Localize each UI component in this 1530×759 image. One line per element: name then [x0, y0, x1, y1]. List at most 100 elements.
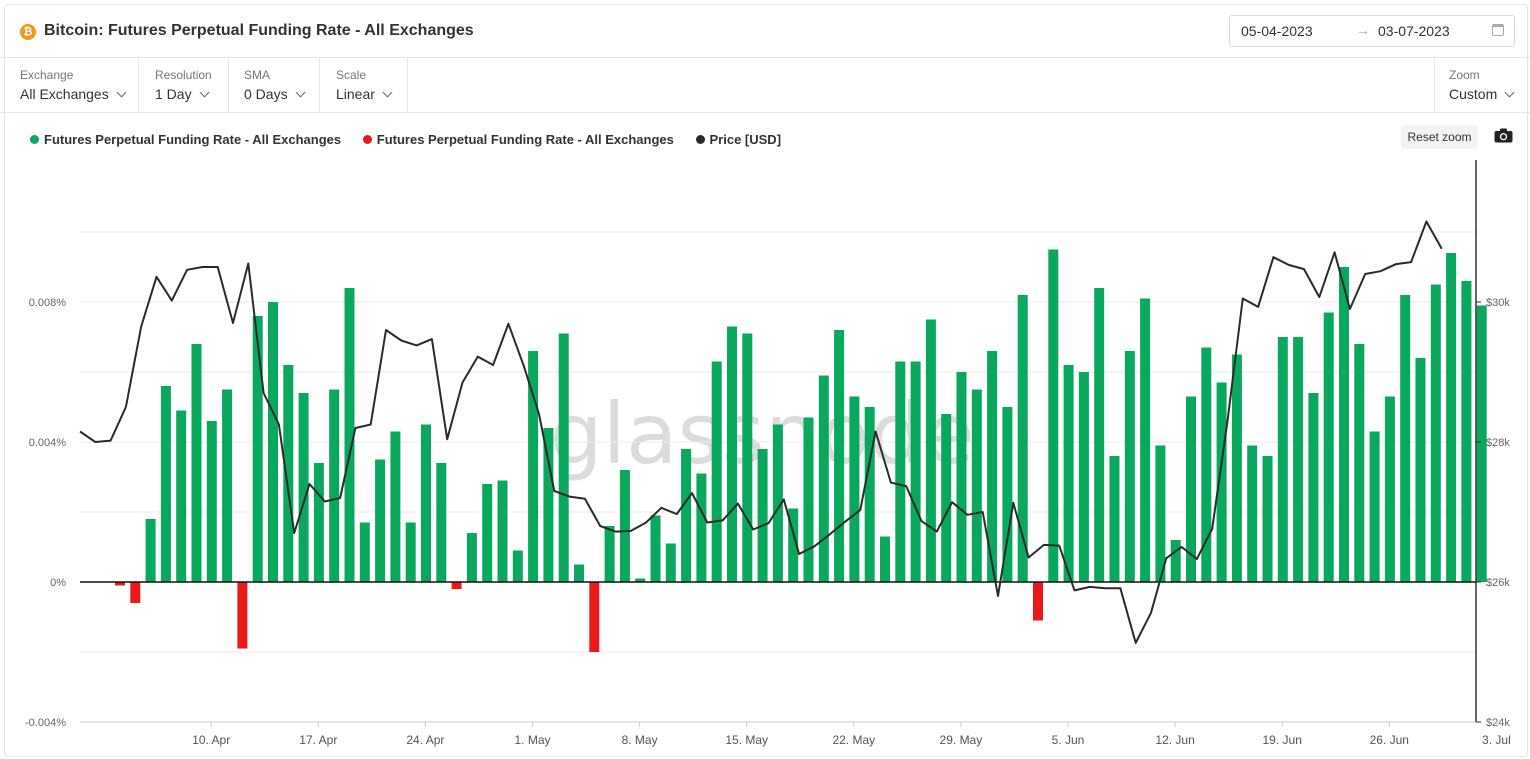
zoom-label: Zoom	[1449, 68, 1480, 82]
chevron-down-icon	[1504, 87, 1515, 98]
funding-rate-bar	[665, 543, 676, 582]
funding-rate-bar	[818, 375, 829, 582]
funding-rate-bar	[834, 330, 845, 582]
y-left-tick-label: -0.004%	[25, 717, 66, 729]
funding-rate-bar	[222, 389, 233, 582]
chevron-down-icon	[199, 87, 210, 98]
funding-rate-bar	[344, 288, 355, 582]
chart-frame	[4, 4, 1528, 757]
funding-rate-bar	[742, 333, 753, 582]
funding-rate-bar	[237, 582, 248, 649]
funding-rate-bar	[803, 417, 814, 582]
arrow-right-icon: →	[1356, 22, 1370, 38]
funding-rate-bar	[1186, 396, 1196, 582]
funding-rate-bar	[329, 389, 340, 582]
funding-rate-bar	[115, 582, 125, 586]
funding-rate-bar	[727, 326, 737, 582]
sma-select[interactable]: SMA 0 Days	[230, 58, 320, 112]
funding-rate-bar	[1017, 295, 1028, 582]
funding-rate-bar	[1109, 456, 1120, 582]
y-right-tick-label: $28k	[1486, 437, 1510, 449]
chart-legend: Futures Perpetual Funding Rate - All Exc…	[30, 132, 799, 147]
title-bar: ₿ Bitcoin: Futures Perpetual Funding Rat…	[0, 0, 1530, 58]
funding-rate-bar	[390, 431, 401, 582]
funding-rate-bar	[1140, 298, 1151, 582]
funding-rate-bar	[375, 459, 386, 582]
funding-rate-bar	[910, 361, 921, 582]
funding-rate-bar	[145, 519, 156, 582]
chevron-down-icon	[382, 87, 393, 98]
funding-rate-bar	[1354, 344, 1365, 582]
chevron-down-icon	[116, 87, 127, 98]
funding-rate-bar	[1400, 295, 1411, 582]
resolution-label: Resolution	[155, 68, 212, 82]
funding-rate-bar	[1461, 281, 1472, 582]
funding-rate-bar	[1415, 358, 1426, 582]
legend-dot-icon	[362, 135, 372, 144]
funding-rate-bar	[405, 522, 416, 582]
sma-value[interactable]: 0 Days	[244, 86, 306, 102]
funding-rate-bar	[1262, 456, 1273, 582]
x-tick-label: 19. Jun	[1263, 733, 1302, 747]
funding-rate-bar	[451, 582, 462, 589]
y-axis-left: 0.008% 0.004% 0% -0.004%	[25, 297, 66, 729]
camera-icon[interactable]	[1494, 128, 1513, 143]
calendar-icon[interactable]	[1492, 24, 1504, 36]
zoom-value[interactable]: Custom	[1449, 86, 1515, 102]
funding-rate-bar	[482, 484, 493, 582]
funding-rate-bar	[589, 582, 600, 652]
funding-rate-bar	[160, 386, 171, 582]
funding-rate-bar	[696, 473, 707, 582]
scale-select[interactable]: Scale Linear	[322, 58, 408, 112]
x-tick-label: 12. Jun	[1155, 733, 1194, 747]
scale-value[interactable]: Linear	[336, 86, 393, 102]
funding-rate-bar	[635, 578, 646, 582]
reset-zoom-button[interactable]: Reset zoom	[1401, 125, 1478, 149]
funding-rate-bar	[757, 449, 768, 582]
date-start-field[interactable]: 05-04-2023	[1241, 23, 1313, 39]
x-tick-label: 22. May	[832, 733, 875, 747]
funding-rate-bar	[1308, 393, 1319, 582]
bitcoin-icon: ₿	[20, 24, 36, 40]
funding-rate-bar	[528, 351, 539, 582]
exchange-select[interactable]: Exchange All Exchanges	[6, 58, 139, 112]
funding-rate-bar	[130, 582, 141, 603]
resolution-value[interactable]: 1 Day	[155, 86, 210, 102]
legend-dot-icon	[695, 135, 705, 144]
funding-rate-bar	[252, 316, 263, 582]
funding-rate-bar	[1369, 431, 1380, 582]
legend-dot-icon	[30, 135, 39, 144]
funding-rate-bar	[1476, 305, 1487, 582]
funding-rate-bar	[956, 372, 967, 582]
funding-rate-bar	[788, 508, 799, 582]
legend-item-price[interactable]: Price [USD]	[695, 132, 781, 147]
exchange-value[interactable]: All Exchanges	[20, 86, 127, 102]
x-tick-label: 1. May	[514, 733, 550, 747]
funding-rate-bar	[1446, 253, 1457, 582]
funding-rate-bar	[512, 550, 523, 582]
y-left-tick-label: 0.008%	[29, 297, 67, 309]
legend-item-negative[interactable]: Futures Perpetual Funding Rate - All Exc…	[362, 132, 674, 147]
x-tick-label: 8. May	[622, 733, 658, 747]
funding-rate-bar	[574, 564, 584, 582]
funding-rate-bar	[1033, 582, 1043, 621]
funding-rate-bar	[543, 428, 554, 582]
funding-rate-bar	[421, 424, 431, 582]
controls-bar: Exchange All Exchanges Resolution 1 Day …	[0, 58, 1530, 113]
funding-rate-bar	[1063, 365, 1074, 582]
date-end-field[interactable]: 03-07-2023	[1378, 23, 1450, 39]
funding-rate-bar	[497, 480, 508, 582]
resolution-select[interactable]: Resolution 1 Day	[141, 58, 229, 112]
funding-rate-bar	[1323, 312, 1334, 582]
legend-item-positive[interactable]: Futures Perpetual Funding Rate - All Exc…	[30, 132, 341, 147]
scale-label: Scale	[336, 68, 367, 82]
funding-rate-bar	[1339, 267, 1349, 582]
zoom-select[interactable]: Zoom Custom	[1434, 58, 1530, 112]
x-axis: 10. Apr 17. Apr 24. Apr 1. May 8. May 15. May…	[192, 722, 1511, 747]
funding-rate-bar	[864, 407, 875, 582]
x-tick-label: 15. May	[725, 733, 768, 747]
y-left-tick-label: 0.004%	[29, 437, 67, 449]
funding-rate-bar	[650, 515, 661, 582]
x-tick-label: 26. Jun	[1370, 733, 1409, 747]
date-range-picker[interactable]: 05-04-2023 → 03-07-2023	[1229, 15, 1515, 47]
